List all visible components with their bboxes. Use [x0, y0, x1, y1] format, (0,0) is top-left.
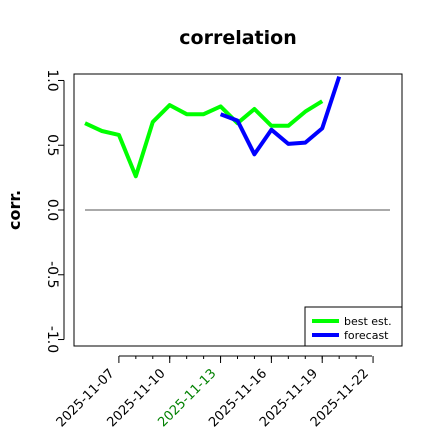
chart-title: correlation	[179, 27, 296, 49]
series-line-best-est	[84, 99, 324, 179]
y-tick-label: -0.5	[44, 261, 60, 288]
y-axis-label: corr.	[5, 190, 24, 230]
y-tick-label: 0.0	[44, 199, 60, 221]
legend: best est. forecast	[304, 306, 403, 347]
y-tick-label: 1.0	[44, 69, 60, 91]
x-axis: 2025-11-072025-11-102025-11-132025-11-16…	[54, 355, 374, 430]
series-layer	[84, 75, 390, 211]
y-axis: -1.0 -0.5 0.0 0.5 1.0	[44, 69, 65, 353]
y-tick-label: -1.0	[44, 326, 60, 353]
legend-box	[304, 306, 403, 347]
series-line-forecast	[219, 75, 342, 157]
legend-label-forecast: forecast	[344, 329, 389, 342]
plot-frame	[73, 73, 403, 347]
legend-label-best-est: best est.	[344, 315, 392, 328]
y-tick-label: 0.5	[44, 134, 60, 156]
